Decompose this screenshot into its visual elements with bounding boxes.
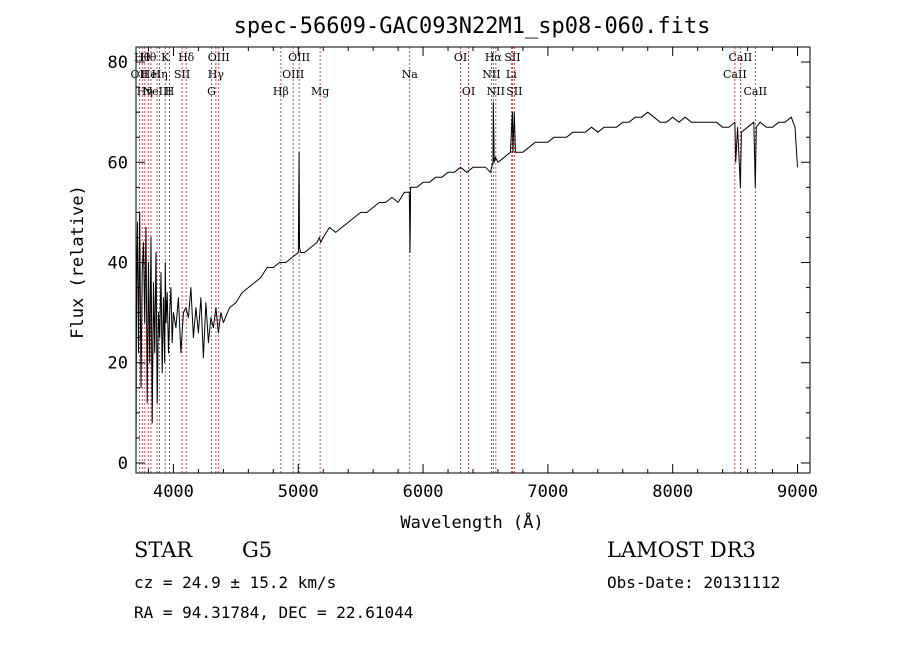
x-tick-label: 7000 — [527, 482, 568, 502]
line-marker-label: SII — [174, 68, 190, 81]
line-marker-label: G — [207, 85, 216, 98]
x-tick-label: 6000 — [403, 482, 444, 502]
subclass-label: G5 — [242, 538, 273, 562]
x-tick-label: 5000 — [278, 482, 319, 502]
line-marker-label: OI — [462, 85, 475, 98]
line-marker-label: K — [161, 51, 170, 64]
y-tick-label: 80 — [108, 53, 128, 73]
cz-value: cz = 24.9 ± 15.2 km/s — [134, 573, 337, 592]
ra-dec-value: RA = 94.31784, DEC = 22.61044 — [134, 603, 414, 622]
line-marker-label: Hθ — [140, 51, 157, 64]
line-marker-label: OII — [131, 68, 149, 81]
line-marker-label: Mg — [311, 85, 329, 98]
series-layer — [135, 101, 798, 454]
line-marker-label: OIII — [208, 51, 230, 64]
line-marker-label: Hδ — [178, 51, 195, 64]
line-marker-label: Li — [506, 68, 517, 81]
line-marker-label: NII — [482, 68, 500, 81]
x-tick-label: 8000 — [652, 482, 693, 502]
line-marker-label: Hγ — [208, 68, 225, 81]
series-line — [135, 101, 798, 454]
line-marker-label: Hβ — [273, 85, 289, 98]
line-markers — [138, 47, 756, 473]
line-marker-label: SII — [506, 85, 522, 98]
y-axis-label: Flux (relative) — [68, 185, 88, 339]
line-marker-label: H — [165, 85, 175, 98]
x-tick-label: 9000 — [777, 482, 818, 502]
line-marker-label: OIII — [288, 51, 310, 64]
line-marker-label: Hα — [485, 51, 503, 64]
line-marker-label: Hθ — [134, 51, 151, 64]
line-marker-label: CaII — [729, 51, 753, 64]
y-tick-label: 20 — [108, 354, 128, 374]
plot-frame — [135, 46, 811, 474]
line-marker-label: Hη — [151, 68, 167, 81]
x-axis-label: Wavelength (Å) — [400, 511, 543, 533]
y-tick-label: 40 — [108, 254, 128, 274]
survey-label: LAMOST DR3 — [607, 538, 756, 562]
line-marker-label: Na — [402, 68, 419, 81]
axis-ticks: 4000 5000 6000 7000 8000 9000 0 20 40 60 80 — [108, 47, 818, 502]
x-tick-label: 4000 — [153, 482, 194, 502]
class-label: STAR — [134, 538, 193, 562]
line-marker-label: CaII — [743, 85, 767, 98]
line-marker-label: CaII — [723, 68, 747, 81]
chart-title: spec-56609-GAC093N22M1_sp08-060.fits — [234, 14, 711, 39]
line-marker-label: HeI — [141, 68, 161, 81]
line-marker-label: OI — [454, 51, 467, 64]
line-marker-label: Hη — [137, 85, 153, 98]
obs-date: Obs-Date: 20131112 — [607, 573, 781, 592]
line-marker-label: NeIII — [143, 85, 172, 98]
y-tick-label: 60 — [108, 153, 128, 173]
marker-labels: OIIHθHηHθHeINeIIIHηKHSIIHδGHγOIIIHβOIIIO… — [131, 51, 768, 98]
line-marker-label: NII — [487, 85, 505, 98]
line-marker-label: SII — [504, 51, 520, 64]
line-marker-label: OIII — [282, 68, 304, 81]
y-tick-label: 0 — [118, 454, 128, 474]
